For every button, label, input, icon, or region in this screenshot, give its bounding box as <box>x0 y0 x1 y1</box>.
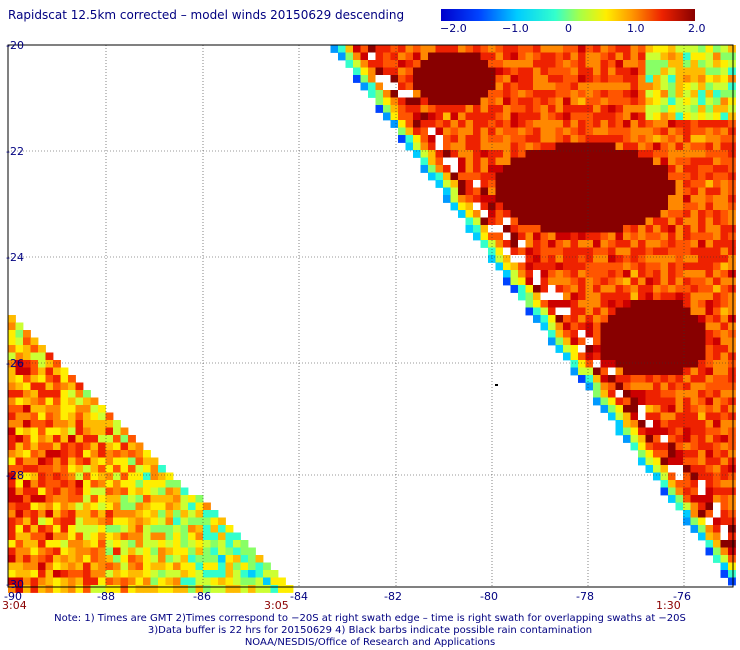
lat-label-20: -20 <box>6 39 24 52</box>
colorbar <box>441 9 695 21</box>
lat-label-30: -30 <box>6 578 24 591</box>
footnote-line-3: NOAA/NESDIS/Office of Research and Appli… <box>244 637 496 648</box>
colorbar-tick-minus1: −1.0 <box>502 22 529 35</box>
lat-label-26: -26 <box>6 357 24 370</box>
swath-pixels <box>8 45 736 593</box>
rain-barb <box>495 384 498 386</box>
lon-label-90: -90 <box>4 590 22 603</box>
lat-lon-grid <box>8 45 733 587</box>
lon-label-78: -78 <box>576 590 594 603</box>
colorbar-tick-minus2: −2.0 <box>440 22 467 35</box>
colorbar-tick-plus2: 2.0 <box>688 22 706 35</box>
lon-label-82: -82 <box>384 590 402 603</box>
swath-time-right: 1:30 <box>656 599 681 612</box>
lon-label-86: -86 <box>193 590 211 603</box>
map-frame <box>7 44 734 588</box>
colorbar-tick-plus1: 1.0 <box>627 22 645 35</box>
lon-label-88: -88 <box>97 590 115 603</box>
lat-label-22: -22 <box>6 145 24 158</box>
lon-label-84: -84 <box>290 590 308 603</box>
footnote-line-1: Note: 1) Times are GMT 2)Times correspon… <box>54 613 686 624</box>
lon-label-80: -80 <box>480 590 498 603</box>
footnotes: Note: 1) Times are GMT 2)Times correspon… <box>0 613 740 649</box>
lon-label-76: -76 <box>673 590 691 603</box>
footnote-line-2: 3)Data buffer is 22 hrs for 20150629 4) … <box>147 625 593 636</box>
swath-time-middle: 3:05 <box>264 599 289 612</box>
colorbar-tick-zero: 0 <box>565 22 572 35</box>
map-title: Rapidscat 12.5km corrected – model winds… <box>8 8 405 22</box>
lat-label-28: -28 <box>6 469 24 482</box>
swath-time-left: 3:04 <box>2 599 27 612</box>
wind-difference-map <box>7 44 736 593</box>
lat-label-24: -24 <box>6 251 24 264</box>
